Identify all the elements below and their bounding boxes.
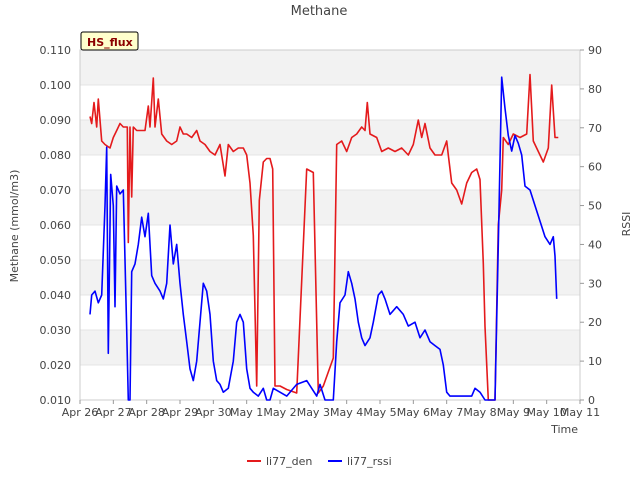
x-tick-label: Apr 27: [95, 406, 132, 419]
x-tick-label: May 2: [263, 406, 296, 419]
y-left-tick-label: 0.050: [40, 254, 72, 267]
legend-label-li77-den: li77_den: [266, 455, 312, 468]
y-left-axis-title: Methane (mmol/m3): [8, 170, 21, 283]
series-line-li77-rssi: [89, 76, 558, 401]
x-tick-label: Apr 28: [128, 406, 165, 419]
grid-band: [80, 330, 580, 365]
y-right-tick-label: 40: [588, 238, 602, 251]
x-tick-label: May 8: [463, 406, 496, 419]
x-tick-label: May 4: [330, 406, 363, 419]
x-tick-label: May 9: [497, 406, 530, 419]
y-right-tick-label: 60: [588, 161, 602, 174]
x-tick-label: Apr 29: [162, 406, 199, 419]
x-tick-label: Apr 26: [62, 406, 99, 419]
y-right-tick-label: 30: [588, 277, 602, 290]
y-left-tick-label: 0.070: [40, 184, 72, 197]
y-right-tick-label: 80: [588, 83, 602, 96]
y-left-tick-label: 0.110: [40, 44, 72, 57]
chart-title: Methane: [291, 4, 348, 19]
x-tick-label: May 10: [527, 406, 567, 419]
x-tick-label: Apr 30: [195, 406, 232, 419]
x-tick-label: May 3: [297, 406, 330, 419]
y-left-axis-ticks: 0.010 0.020 0.030 0.040 0.050 0.060 0.070 0.080…: [40, 44, 72, 407]
grid-band: [80, 260, 580, 295]
y-right-tick-label: 0: [588, 394, 595, 407]
y-right-tick-label: 50: [588, 200, 602, 213]
y-right-tick-label: 90: [588, 44, 602, 57]
legend-label-li77-rssi: li77_rssi: [347, 455, 392, 468]
y-left-tick-label: 0.010: [40, 394, 72, 407]
grid-bands: [80, 50, 580, 366]
legend: li77_den li77_rssi: [247, 455, 392, 468]
x-tick-label: May 5: [363, 406, 396, 419]
y-right-axis-ticks: 0 10 20 30 40 50 60 70 80 90: [580, 44, 602, 407]
x-tick-label: May 11: [560, 406, 600, 419]
y-left-tick-label: 0.020: [40, 359, 72, 372]
grid-band: [80, 190, 580, 225]
y-left-tick-label: 0.100: [40, 79, 72, 92]
y-left-tick-label: 0.030: [40, 324, 72, 337]
y-left-tick-label: 0.090: [40, 114, 72, 127]
x-tick-label: May 1: [230, 406, 263, 419]
series-lines: [89, 73, 559, 401]
y-left-tick-label: 0.080: [40, 149, 72, 162]
y-right-tick-label: 10: [588, 355, 602, 368]
badge-label: HS_flux: [87, 36, 133, 49]
x-tick-label: May 6: [397, 406, 430, 419]
y-left-tick-label: 0.040: [40, 289, 72, 302]
y-left-tick-label: 0.060: [40, 219, 72, 232]
y-right-axis-title: RSSI: [620, 212, 633, 237]
hs-flux-badge: HS_flux: [80, 31, 139, 51]
y-right-tick-label: 70: [588, 122, 602, 135]
x-tick-label: May 7: [430, 406, 463, 419]
x-axis-title: Time: [550, 423, 578, 436]
y-right-tick-label: 20: [588, 316, 602, 329]
grid-band: [80, 50, 580, 85]
